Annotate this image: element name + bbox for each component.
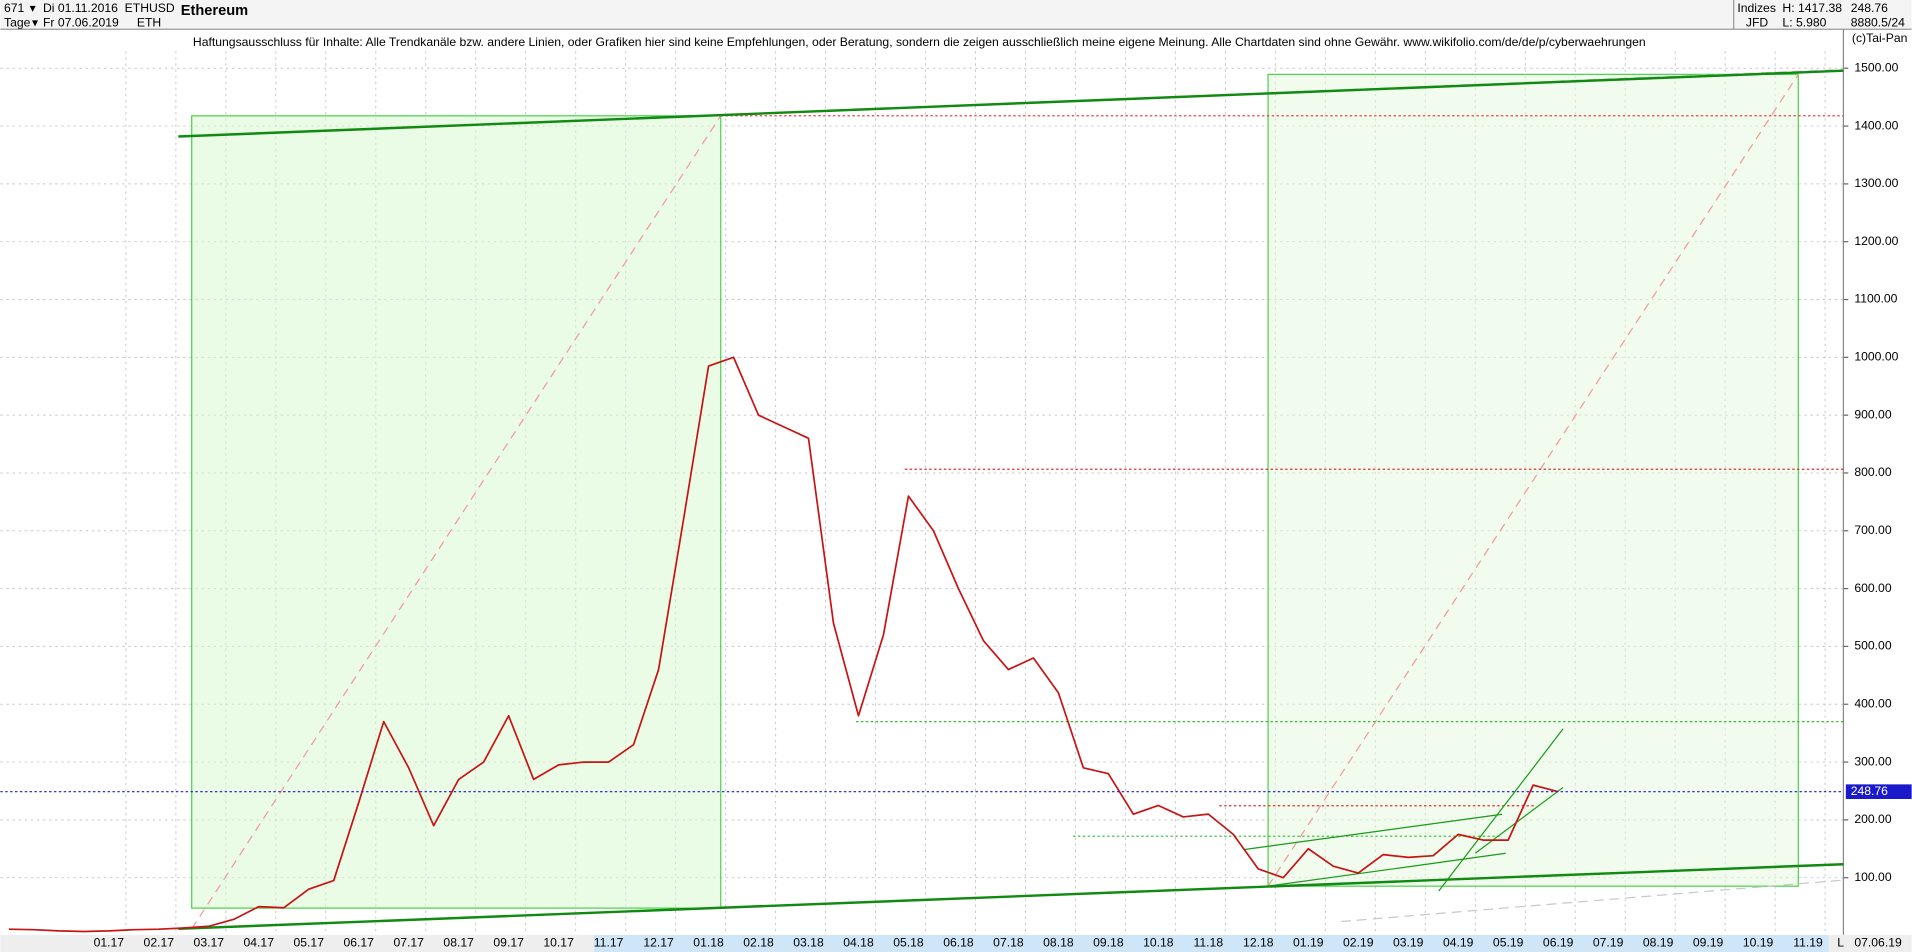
diagonal [1267, 74, 1799, 887]
last-price-box [1845, 784, 1912, 799]
x-tick-label: 03.19 [1393, 936, 1424, 950]
x-tick-label: 07.18 [993, 936, 1024, 950]
x-tick-label: 03.17 [194, 936, 225, 950]
y-tick-label: 1000.00 [1854, 350, 1898, 364]
x-tick-label: 06.19 [1543, 936, 1574, 950]
x-tick-label: 09.19 [1693, 936, 1724, 950]
price-line [8, 356, 1559, 933]
trend-line [1341, 879, 1844, 923]
x-tick-label: 11.18 [1194, 936, 1224, 950]
x-tick-label: 03.18 [793, 936, 824, 950]
annotations [178, 68, 1844, 931]
x-tick-label: 08.17 [443, 936, 474, 950]
channel-line [1438, 728, 1564, 892]
x-tick-label: 01.18 [693, 936, 724, 950]
x-tick-label: 07.17 [393, 936, 424, 950]
x-tick-label: 12.18 [1243, 936, 1274, 950]
x-tick-label: 05.17 [294, 936, 325, 950]
x-tick-label: 07.19 [1593, 936, 1624, 950]
trend-line [178, 863, 1844, 931]
x-tick-label: 06.18 [943, 936, 974, 950]
last-price-label: 248.76 [1851, 784, 1888, 798]
dropdown-icon[interactable]: ▾ [32, 15, 38, 29]
channel-line [1474, 786, 1564, 854]
low: L: 5.980 [1782, 15, 1826, 29]
period[interactable]: Tage [4, 15, 31, 29]
x-tick-label: 10.18 [1143, 936, 1174, 950]
x-tick-label: 02.19 [1343, 936, 1374, 950]
to-date: Fr 07.06.2019 [43, 15, 119, 29]
dropdown-icon[interactable]: ▾ [30, 1, 36, 15]
date-label: 07.06.19 [1854, 936, 1902, 950]
box [191, 115, 722, 909]
copyright: (c)Tai-Pan [1852, 31, 1907, 45]
x-tick-label: 08.18 [1043, 936, 1074, 950]
y-tick-label: 500.00 [1854, 639, 1891, 653]
x-tick-label: 05.19 [1493, 936, 1524, 950]
y-tick-label: 800.00 [1854, 465, 1891, 479]
y-tick-label: 900.00 [1854, 407, 1891, 421]
extra: 8880.5/24 [1851, 15, 1905, 29]
x-tick-label: 12.17 [643, 936, 674, 950]
x-tick-label: 11.19 [1793, 936, 1823, 950]
diagonal [191, 115, 722, 930]
x-tick-label: 02.18 [743, 936, 774, 950]
channel-line [1267, 852, 1506, 887]
x-tick-label: 08.19 [1643, 936, 1674, 950]
x-tick-label: 10.17 [543, 936, 574, 950]
y-tick-label: 1400.00 [1854, 118, 1898, 132]
corner-label: L [1837, 936, 1844, 950]
high: H: 1417.38 [1782, 1, 1842, 15]
x-tick-label: 09.18 [1093, 936, 1124, 950]
y-tick-label: 1500.00 [1854, 60, 1898, 74]
disclaimer: Haftungsausschluss für Inhalte: Alle Tre… [193, 35, 1646, 49]
count[interactable]: 671 [4, 1, 25, 15]
last: 248.76 [1851, 1, 1888, 15]
x-tick-label: 10.19 [1743, 936, 1774, 950]
y-tick-label: 1100.00 [1854, 292, 1897, 306]
short-symbol: ETH [137, 15, 161, 29]
x-tick-label: 02.17 [144, 936, 175, 950]
y-tick-label: 100.00 [1854, 870, 1891, 884]
y-tick-label: 1200.00 [1854, 234, 1898, 248]
y-tick-label: 200.00 [1854, 812, 1891, 826]
x-tick-label: 01.17 [94, 936, 125, 950]
x-tick-label: 11.17 [594, 936, 624, 950]
y-tick-label: 600.00 [1854, 581, 1891, 595]
x-tick-label: 05.18 [893, 936, 924, 950]
channel-line [1243, 813, 1503, 851]
x-tick-label: 04.18 [843, 936, 874, 950]
group: Indizes [1737, 1, 1776, 15]
instrument-name: Ethereum [181, 3, 248, 19]
x-tick-label: 06.17 [343, 936, 374, 950]
y-tick-label: 700.00 [1854, 523, 1891, 537]
x-tick-label: 01.19 [1293, 936, 1324, 950]
x-tick-label: 09.17 [493, 936, 524, 950]
y-tick-label: 400.00 [1854, 696, 1891, 710]
broker: JFD [1746, 15, 1769, 29]
x-axis-highlight [593, 934, 1829, 952]
y-tick-label: 1300.00 [1854, 176, 1898, 190]
from-date: Di 01.11.2016 [43, 1, 118, 15]
symbol: ETHUSD [125, 1, 175, 15]
header-bar [0, 0, 1912, 30]
trend-line [178, 69, 1844, 138]
x-tick-label: 04.17 [244, 936, 275, 950]
y-tick-label: 300.00 [1854, 754, 1891, 768]
x-tick-label: 04.19 [1443, 936, 1474, 950]
